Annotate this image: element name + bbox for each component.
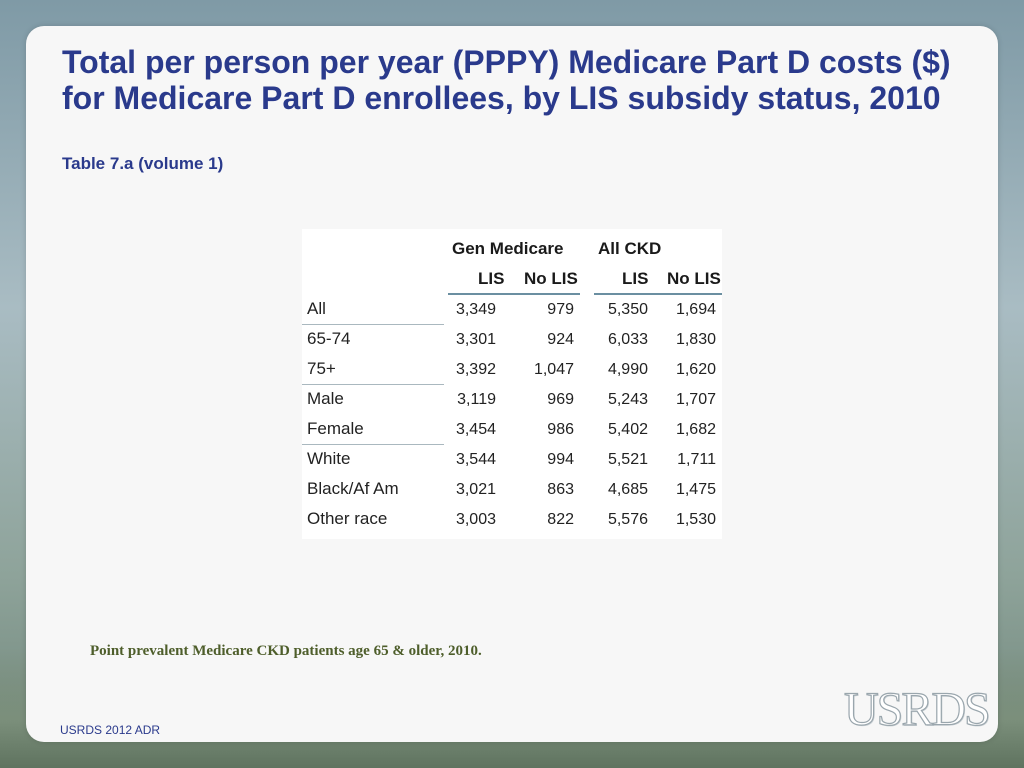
table-row: All 3,349 979 5,350 1,694 [302, 295, 722, 325]
table-cell: 4,990 [607, 361, 648, 378]
table-cell: 5,402 [607, 421, 648, 438]
row-label: Male [307, 389, 344, 408]
row-label: White [307, 449, 351, 468]
slide-title: Total per person per year (PPPY) Medicar… [62, 44, 951, 116]
table-cell: 863 [547, 481, 574, 498]
table-caption: Point prevalent Medicare CKD patients ag… [90, 643, 482, 659]
table-cell: 3,003 [455, 511, 496, 528]
header-rule-gen [448, 293, 580, 295]
table-cell: 1,711 [677, 451, 716, 468]
table-cell: 994 [547, 451, 574, 468]
row-separator [302, 444, 444, 445]
row-label: Female [307, 419, 364, 438]
table-cell: 1,682 [675, 421, 716, 438]
slide-panel: Total per person per year (PPPY) Medicar… [26, 26, 998, 742]
row-separator [302, 384, 444, 385]
table-cell: 822 [547, 511, 574, 528]
group-header-all-ckd: All CKD [598, 239, 662, 258]
column-header-gen-no-lis: No LIS [524, 269, 578, 288]
row-label: All [307, 299, 326, 318]
column-header-gen-lis: LIS [478, 269, 505, 288]
table-cell: 5,521 [607, 451, 648, 468]
table-row: Female 3,454 986 5,402 1,682 [302, 415, 722, 445]
table-cell: 969 [547, 391, 574, 408]
row-label: 75+ [307, 359, 336, 378]
table-cell: 3,544 [455, 451, 496, 468]
row-separator [302, 324, 444, 325]
table-row: 75+ 3,392 1,047 4,990 1,620 [302, 355, 722, 385]
slide-subtitle: Table 7.a (volume 1) [62, 154, 224, 173]
row-label: Other race [307, 509, 388, 528]
table-cell: 5,350 [607, 301, 648, 318]
table-cell: 1,530 [675, 511, 716, 528]
table-row: Black/Af Am 3,021 863 4,685 1,475 [302, 475, 722, 505]
table-cell: 1,620 [675, 361, 716, 378]
table-cell: 986 [547, 421, 574, 438]
table-cell: 5,243 [607, 391, 648, 408]
table-cell: 3,454 [455, 421, 496, 438]
footer-source: USRDS 2012 ADR [60, 723, 161, 737]
table-cell: 1,830 [675, 331, 716, 348]
table-row: Other race 3,003 822 5,576 1,530 [302, 505, 722, 535]
table-cell: 6,033 [607, 331, 648, 348]
table-cell: 1,707 [675, 391, 716, 408]
table-cell: 3,392 [455, 361, 496, 378]
column-header-ckd-lis: LIS [622, 269, 649, 288]
table-cell: 3,349 [455, 301, 496, 318]
usrds-logo: USRDS [843, 682, 991, 736]
table-cell: 924 [547, 331, 574, 348]
header-rule-ckd [594, 293, 722, 295]
table-cell: 3,119 [457, 391, 496, 408]
table-cell: 5,576 [607, 511, 648, 528]
table-row: 65-74 3,301 924 6,033 1,830 [302, 325, 722, 355]
column-header-ckd-no-lis: No LIS [667, 269, 721, 288]
row-label: 65-74 [307, 329, 351, 348]
table-row: White 3,544 994 5,521 1,711 [302, 445, 722, 475]
table-row: Male 3,119 969 5,243 1,707 [302, 385, 722, 415]
table-cell: 1,475 [675, 481, 716, 498]
table-cell: 1,694 [675, 301, 716, 318]
group-header-gen-medicare: Gen Medicare [452, 239, 564, 258]
table-cell: 3,021 [455, 481, 496, 498]
table-cell: 979 [547, 301, 574, 318]
cost-table: Gen Medicare All CKD LIS No LIS LIS No L… [302, 229, 722, 539]
table-cell: 3,301 [455, 331, 496, 348]
table-cell: 4,685 [607, 481, 648, 498]
row-label: Black/Af Am [307, 479, 399, 498]
table-cell: 1,047 [533, 361, 574, 378]
